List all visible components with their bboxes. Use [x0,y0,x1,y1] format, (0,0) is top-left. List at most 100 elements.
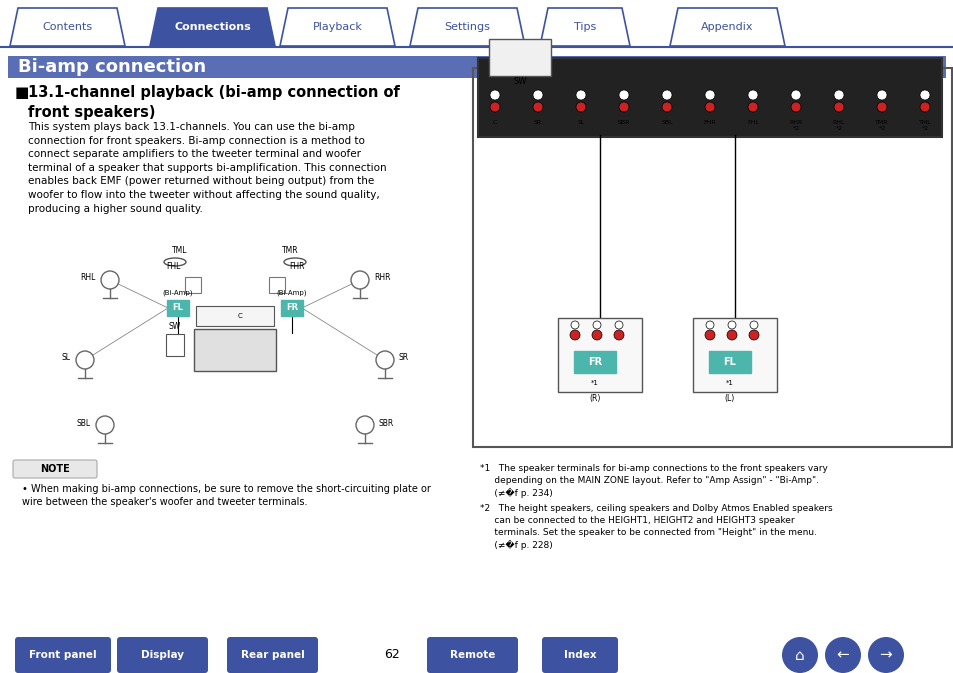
FancyBboxPatch shape [117,637,208,673]
Text: Settings: Settings [444,22,490,32]
Text: FHR: FHR [289,262,304,271]
Circle shape [101,271,119,289]
Text: SL: SL [577,120,584,125]
Text: RHR
*2: RHR *2 [788,120,801,131]
Circle shape [576,102,585,112]
Text: Playback: Playback [313,22,362,32]
Circle shape [618,102,628,112]
FancyBboxPatch shape [427,637,517,673]
Text: Display: Display [141,650,184,660]
Text: Front panel: Front panel [30,650,96,660]
FancyBboxPatch shape [558,318,641,392]
Polygon shape [539,8,629,46]
Text: *2   The height speakers, ceiling speakers and Dolby Atmos Enabled speakers
    : *2 The height speakers, ceiling speakers… [479,504,832,550]
Text: SBR: SBR [618,120,630,125]
FancyBboxPatch shape [269,277,285,293]
Text: SW: SW [513,77,526,85]
Text: TMR
*2: TMR *2 [874,120,888,131]
FancyBboxPatch shape [708,351,750,373]
Circle shape [790,90,801,100]
Text: C: C [237,313,242,319]
Text: FL: FL [722,357,736,367]
Text: This system plays back 13.1-channels. You can use the bi-amp
connection for fron: This system plays back 13.1-channels. Yo… [28,122,386,213]
Text: FHR: FHR [703,120,716,125]
FancyBboxPatch shape [185,277,201,293]
Text: RHR: RHR [374,273,390,283]
Circle shape [919,102,929,112]
Text: Bi-amp connection: Bi-amp connection [18,58,206,76]
Text: FR: FR [587,357,601,367]
Text: *1: *1 [725,380,733,386]
Circle shape [615,321,622,329]
Polygon shape [10,8,125,46]
FancyBboxPatch shape [477,58,941,137]
Circle shape [76,351,94,369]
Text: FHL: FHL [746,120,759,125]
Text: FL: FL [172,304,183,312]
Text: ⌂: ⌂ [795,647,804,662]
Polygon shape [280,8,395,46]
Text: SW: SW [169,322,181,331]
Circle shape [533,102,542,112]
FancyBboxPatch shape [8,56,945,78]
Text: Appendix: Appendix [700,22,753,32]
Circle shape [96,416,113,434]
Circle shape [749,321,758,329]
Circle shape [919,90,929,100]
Text: TMR: TMR [281,246,298,255]
Text: TML
*2: TML *2 [918,120,930,131]
Circle shape [661,90,671,100]
Circle shape [748,330,759,340]
Circle shape [727,321,735,329]
Circle shape [704,102,714,112]
Circle shape [704,330,714,340]
Text: Tips: Tips [574,22,596,32]
Text: Contents: Contents [42,22,92,32]
Circle shape [876,102,886,112]
Circle shape [876,90,886,100]
Circle shape [833,102,843,112]
FancyBboxPatch shape [541,637,618,673]
Text: FHL: FHL [166,262,180,271]
Text: Rear panel: Rear panel [240,650,304,660]
Circle shape [705,321,713,329]
Text: SR: SR [398,353,409,363]
Circle shape [490,102,499,112]
FancyBboxPatch shape [195,306,274,326]
Circle shape [618,90,628,100]
Text: Remote: Remote [450,650,495,660]
Circle shape [576,90,585,100]
Text: ■: ■ [15,85,30,100]
Circle shape [533,90,542,100]
FancyBboxPatch shape [167,300,189,316]
Text: Connections: Connections [174,22,251,32]
Ellipse shape [164,258,186,266]
Text: SBL: SBL [77,419,91,427]
FancyBboxPatch shape [489,39,551,76]
Text: RHL: RHL [81,273,96,283]
Text: Index: Index [563,650,596,660]
Text: (R): (R) [589,394,600,402]
Text: 13.1-channel playback (bi-amp connection of
front speakers): 13.1-channel playback (bi-amp connection… [28,85,399,120]
Circle shape [781,637,817,673]
Text: NOTE: NOTE [40,464,70,474]
Text: SR: SR [534,120,541,125]
Circle shape [593,321,600,329]
Circle shape [824,637,861,673]
Text: (L): (L) [724,394,735,402]
Polygon shape [669,8,784,46]
Circle shape [592,330,601,340]
FancyBboxPatch shape [692,318,776,392]
FancyBboxPatch shape [13,460,97,478]
Ellipse shape [284,258,306,266]
Text: FR: FR [286,304,297,312]
FancyBboxPatch shape [281,300,303,316]
Circle shape [614,330,623,340]
Text: *1   The speaker terminals for bi-amp connections to the front speakers vary
   : *1 The speaker terminals for bi-amp conn… [479,464,827,498]
Circle shape [704,90,714,100]
Circle shape [661,102,671,112]
Circle shape [569,330,579,340]
Text: 62: 62 [384,649,399,662]
Text: SL: SL [62,353,71,363]
Circle shape [571,321,578,329]
